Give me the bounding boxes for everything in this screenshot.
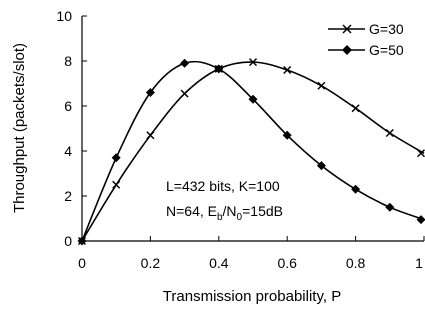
y-axis-ticks: 0 2 4 6 8 10 [56, 8, 87, 249]
plot-area: 0 2 4 6 8 10 0 0.2 0.4 0.6 0.8 1 [56, 8, 425, 271]
data-point-diamond-marker [385, 202, 395, 212]
series-g50 [77, 58, 425, 246]
series-g30 [77, 58, 425, 246]
data-point-diamond-marker [351, 184, 361, 194]
data-point-x-marker [180, 89, 189, 98]
legend-label-g30: G=30 [369, 21, 404, 37]
data-point-diamond-marker [282, 130, 292, 140]
x-axis-label: Transmission probability, P [163, 288, 341, 305]
data-point-x-marker [317, 81, 326, 90]
data-point-x-marker [248, 58, 258, 67]
data-point-diamond-marker [77, 236, 87, 246]
y-tick-label: 6 [64, 98, 72, 114]
legend-item-g50: G=50 [328, 42, 404, 58]
legend-marker-x-icon [342, 24, 352, 34]
y-tick-label: 10 [56, 8, 72, 24]
annotation: L=432 bits, K=100 N=64, Eb/N0=15dB [166, 178, 283, 223]
legend: G=30 G=50 [328, 21, 404, 58]
data-point-x-marker [146, 131, 155, 140]
data-point-x-marker [283, 65, 292, 75]
data-point-x-marker [416, 149, 425, 158]
y-axis-label: Throughput (packets/slot) [11, 43, 28, 213]
series-layer [77, 58, 425, 246]
y-tick-label: 2 [64, 188, 72, 204]
data-point-diamond-marker [416, 215, 425, 225]
x-tick-label: 0.6 [277, 255, 297, 271]
data-point-diamond-marker [316, 161, 326, 171]
annotation-line-2-mid: /N [223, 203, 237, 219]
x-tick-label: 1 [415, 255, 423, 271]
annotation-line-2-suffix: =15dB [242, 203, 283, 219]
legend-item-g30: G=30 [328, 21, 404, 37]
y-tick-label: 8 [64, 53, 72, 69]
y-tick-label: 0 [64, 233, 72, 249]
legend-marker-diamond-icon [342, 45, 352, 55]
y-tick-label: 4 [64, 143, 72, 159]
data-point-x-marker [112, 180, 121, 189]
x-tick-label: 0.2 [141, 255, 161, 271]
annotation-line-2-sub-0: 0 [237, 212, 243, 223]
data-point-x-marker [385, 128, 394, 138]
legend-label-g50: G=50 [369, 42, 404, 58]
annotation-line-2-prefix: N=64, E [166, 203, 217, 219]
annotation-line-2-sub-b: b [217, 212, 223, 223]
data-point-diamond-marker [248, 94, 258, 104]
data-point-diamond-marker [145, 88, 155, 97]
x-axis-ticks: 0 0.2 0.4 0.6 0.8 1 [78, 236, 425, 271]
x-tick-label: 0.8 [346, 255, 366, 271]
annotation-line-1: L=432 bits, K=100 [166, 178, 280, 194]
x-tick-label: 0.4 [209, 255, 229, 271]
data-point-diamond-marker [180, 58, 190, 68]
x-tick-label: 0 [78, 255, 86, 271]
annotation-line-2: N=64, Eb/N0=15dB [166, 203, 283, 223]
data-point-diamond-marker [214, 64, 224, 74]
data-point-x-marker [351, 104, 360, 113]
data-point-diamond-marker [111, 153, 121, 163]
